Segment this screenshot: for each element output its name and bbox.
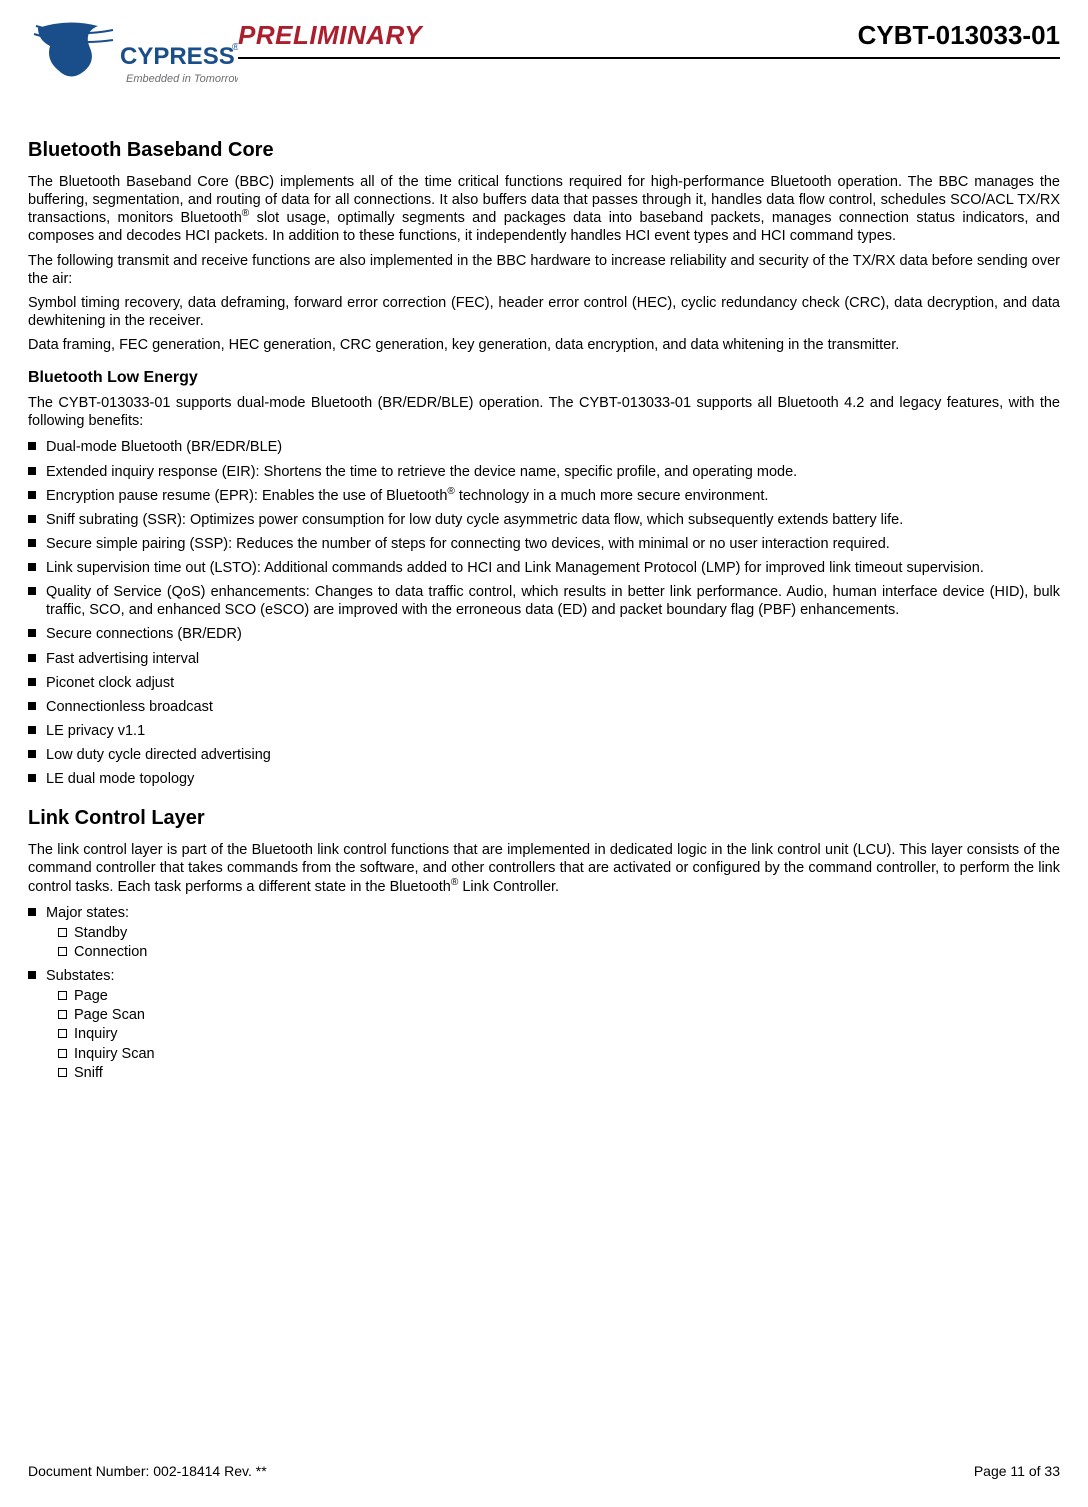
list-item: LE privacy v1.1: [28, 722, 1060, 740]
list-item: Page Scan: [58, 1006, 1060, 1024]
section-title-bbc: Bluetooth Baseband Core: [28, 138, 1060, 163]
major-states-sublist: Standby Connection: [58, 924, 1060, 961]
svg-text:CYPRESS: CYPRESS: [120, 43, 235, 70]
list-item: Sniff subrating (SSR): Optimizes power c…: [28, 511, 1060, 529]
lcl-intro: The link control layer is part of the Bl…: [28, 841, 1060, 895]
part-number: CYBT-013033-01: [858, 20, 1060, 51]
list-item: Standby: [58, 924, 1060, 942]
ble-feature-list: Dual-mode Bluetooth (BR/EDR/BLE) Extende…: [28, 438, 1060, 788]
preliminary-label: PRELIMINARY: [238, 20, 422, 51]
list-item: LE dual mode topology: [28, 770, 1060, 788]
list-item: Piconet clock adjust: [28, 674, 1060, 692]
list-item: Low duty cycle directed advertising: [28, 746, 1060, 764]
page-number: Page 11 of 33: [974, 1463, 1060, 1479]
section-title-lcl: Link Control Layer: [28, 806, 1060, 831]
bbc-p4: Data framing, FEC generation, HEC genera…: [28, 336, 1060, 354]
list-item: Inquiry Scan: [58, 1045, 1060, 1063]
page-footer: Document Number: 002-18414 Rev. ** Page …: [28, 1463, 1060, 1479]
list-item: Secure simple pairing (SSP): Reduces the…: [28, 535, 1060, 553]
list-item: Encryption pause resume (EPR): Enables t…: [28, 487, 1060, 505]
list-item: Extended inquiry response (EIR): Shorten…: [28, 463, 1060, 481]
substates-sublist: Page Page Scan Inquiry Inquiry Scan Snif…: [58, 987, 1060, 1082]
list-item: Connection: [58, 943, 1060, 961]
bbc-p1: The Bluetooth Baseband Core (BBC) implem…: [28, 173, 1060, 246]
list-item: Connectionless broadcast: [28, 698, 1060, 716]
list-item: Substates: Page Page Scan Inquiry Inquir…: [28, 967, 1060, 1082]
page-content: Bluetooth Baseband Core The Bluetooth Ba…: [28, 138, 1060, 1082]
list-item: Page: [58, 987, 1060, 1005]
list-item: Link supervision time out (LSTO): Additi…: [28, 559, 1060, 577]
doc-number: Document Number: 002-18414 Rev. **: [28, 1463, 267, 1479]
bbc-p3: Symbol timing recovery, data deframing, …: [28, 294, 1060, 330]
ble-intro: The CYBT-013033-01 supports dual-mode Bl…: [28, 394, 1060, 430]
page-header: CYPRESS ® Embedded in Tomorrow™ PRELIMIN…: [28, 20, 1060, 98]
lcl-states-list: Major states: Standby Connection Substat…: [28, 904, 1060, 1082]
list-item: Inquiry: [58, 1025, 1060, 1043]
list-item: Secure connections (BR/EDR): [28, 625, 1060, 643]
list-item: Dual-mode Bluetooth (BR/EDR/BLE): [28, 438, 1060, 456]
list-item: Fast advertising interval: [28, 650, 1060, 668]
list-item: Sniff: [58, 1064, 1060, 1082]
header-rule: [238, 57, 1060, 59]
list-item: Major states: Standby Connection: [28, 904, 1060, 961]
svg-text:Embedded in Tomorrow™: Embedded in Tomorrow™: [126, 73, 238, 85]
bbc-p2: The following transmit and receive funct…: [28, 252, 1060, 288]
header-right: PRELIMINARY CYBT-013033-01: [238, 20, 1060, 59]
section-title-ble: Bluetooth Low Energy: [28, 368, 1060, 388]
cypress-logo: CYPRESS ® Embedded in Tomorrow™: [28, 20, 238, 98]
list-item: Quality of Service (QoS) enhancements: C…: [28, 583, 1060, 619]
